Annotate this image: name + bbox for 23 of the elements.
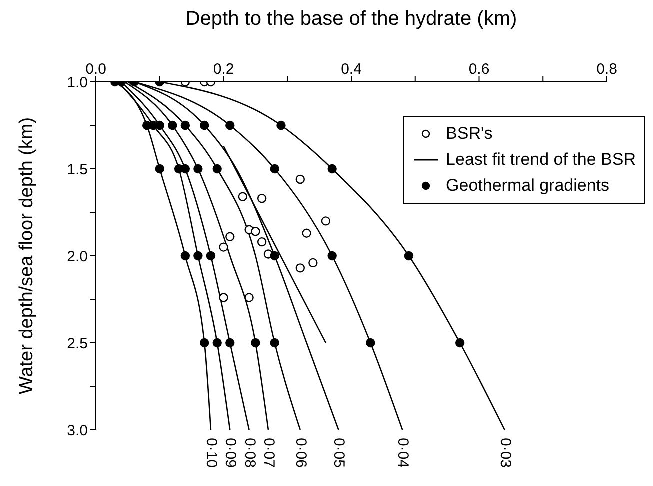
legend-label: Geothermal gradients xyxy=(446,175,610,197)
annotation: 0·08 xyxy=(240,438,258,468)
x-tick-label: 0.8 xyxy=(596,61,618,78)
annotation: 0·05 xyxy=(330,438,348,468)
y-tick-label: 1.0 xyxy=(67,74,88,92)
legend-label: BSR's xyxy=(446,123,493,145)
annotation: 0·10 xyxy=(202,438,220,468)
y-tick-label: 2.0 xyxy=(67,248,88,266)
y-tick-label: 1.5 xyxy=(67,161,88,178)
annotation: 0·03 xyxy=(496,438,514,468)
annotation: 0·09 xyxy=(221,438,240,468)
x-axis-title: Depth to the base of the hydrate (km) xyxy=(184,8,518,31)
annotation: 0·06 xyxy=(291,438,310,468)
y-axis-title: Water depth/sea floor depth (km) xyxy=(16,117,38,395)
y-tick-label: 3.0 xyxy=(67,422,88,440)
x-tick-label: 0.4 xyxy=(341,61,362,78)
annotation: 0·07 xyxy=(259,438,278,468)
x-tick-label: 0.6 xyxy=(468,61,490,78)
y-tick-label: 2.5 xyxy=(67,335,88,352)
legend-label: Least fit trend of the BSR xyxy=(446,149,636,171)
x-tick-label: 0.0 xyxy=(86,61,106,78)
x-tick-label: 0.2 xyxy=(213,61,234,78)
annotation: 0·04 xyxy=(394,438,412,468)
